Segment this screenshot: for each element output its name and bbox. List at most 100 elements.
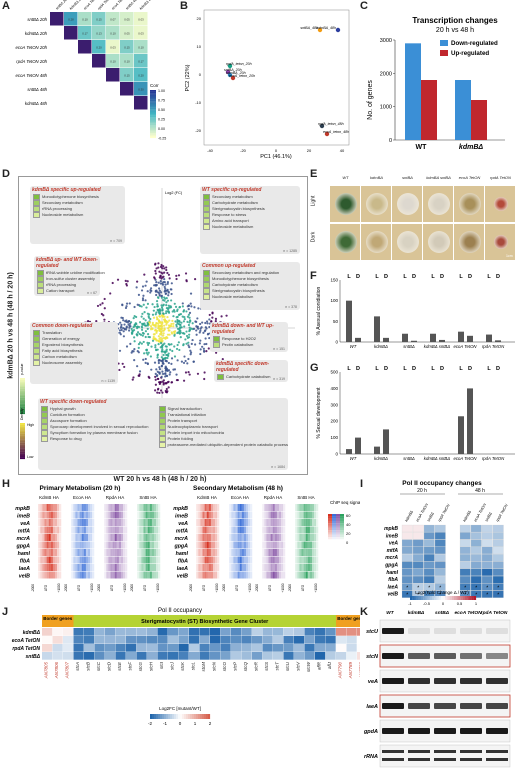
scatter-point (136, 280, 139, 283)
scatter-point (180, 360, 183, 363)
bar (355, 437, 361, 454)
go-term-swatch (158, 412, 166, 418)
corr-value: 0.10 (110, 60, 116, 64)
scatter-point (118, 349, 122, 352)
heat-cell (94, 636, 105, 644)
chip-cell (118, 571, 122, 579)
scatter-point (157, 335, 160, 338)
chip-cell (239, 571, 242, 579)
chip-cell (272, 534, 275, 541)
pvalue-step (20, 397, 25, 400)
chip-cell (156, 549, 159, 556)
scatter-point (208, 313, 211, 317)
go-term: Ergosterol biosynthesis (33, 342, 118, 348)
chip-cell (110, 511, 113, 519)
chip-cell (38, 511, 41, 519)
chip-cell (69, 504, 72, 511)
chip-cell (264, 504, 267, 511)
scatter-point (187, 323, 191, 327)
corr-cell (92, 54, 106, 68)
chip-cell (145, 564, 148, 571)
chip-cell (57, 541, 60, 549)
chip-cell (108, 556, 111, 564)
y-tick-label: 0 (335, 452, 338, 457)
scatter-point (165, 335, 168, 339)
chip-cell (121, 534, 124, 541)
chip-cell (213, 549, 216, 556)
chip-cell (141, 526, 144, 534)
chip-cell (307, 564, 310, 571)
chip-cell (85, 571, 89, 579)
scatter-point (179, 336, 182, 339)
chip-cell (40, 526, 43, 534)
chip-cell (231, 526, 234, 534)
pvalue-step (20, 403, 25, 406)
scatter-point (205, 350, 208, 353)
chip-cell (90, 511, 93, 519)
chip-cell (38, 571, 41, 579)
legend-step (204, 714, 207, 719)
chip-cell (246, 526, 249, 534)
gene-label: AN7789 (348, 662, 353, 680)
corr-cell (106, 54, 120, 68)
scatter-point (135, 286, 138, 289)
scatter-point (147, 343, 150, 346)
chip-cell (50, 511, 53, 519)
chip-cell (90, 541, 93, 549)
chip-cell (106, 556, 109, 564)
scatter-point (149, 317, 152, 321)
density-label: Density (20, 408, 24, 420)
chip-cell (125, 534, 128, 541)
chip-cell (309, 519, 313, 526)
scatter-point (163, 357, 166, 360)
scatter-point (120, 325, 123, 328)
scatter-point (169, 288, 172, 291)
scatter-point (101, 302, 104, 305)
legend-step (328, 537, 332, 540)
chip-cell (154, 556, 157, 564)
chip-cell (260, 541, 263, 549)
chip-cell (40, 511, 43, 519)
legend-step (418, 596, 422, 600)
heat-cell (231, 628, 242, 636)
chip-cell (34, 511, 37, 519)
go-term: Secondary metabolism and regulation (203, 270, 300, 276)
chip-cell (285, 571, 288, 579)
scatter-point (187, 313, 191, 316)
chip-cell (92, 526, 95, 534)
chip-cell (252, 541, 255, 549)
x-tick: -2000 (288, 584, 292, 592)
heat-cell (84, 636, 95, 644)
border-bar (42, 615, 74, 627)
chip-cell (42, 556, 45, 564)
scatter-point (135, 333, 138, 336)
chip-cell (133, 504, 136, 511)
chip-cell (276, 549, 280, 556)
chip-cell (200, 526, 203, 534)
scatter-point (184, 272, 188, 275)
colony (396, 231, 419, 253)
scatter-point (180, 326, 183, 329)
scatter-point (201, 345, 204, 348)
chip-cell (141, 556, 144, 564)
chip-cell (301, 504, 304, 511)
chip-cell (260, 549, 263, 556)
scatter-point (157, 377, 160, 381)
scatter-point (116, 278, 120, 281)
group-label: rpdA TetON (482, 344, 505, 349)
chip-cell (156, 511, 159, 519)
scatter-point (191, 338, 194, 342)
heat-cell (115, 636, 126, 644)
chip-cell (246, 564, 249, 571)
chip-cell (274, 549, 277, 556)
scatter-point (122, 319, 125, 322)
chip-cell (149, 534, 152, 541)
legend-step (160, 714, 163, 719)
chip-cell (264, 511, 267, 519)
column-label: SntB HA (297, 495, 314, 500)
density-step (20, 455, 25, 458)
legend-step (202, 714, 205, 719)
chip-cell (55, 571, 58, 579)
chip-cell (61, 541, 64, 549)
